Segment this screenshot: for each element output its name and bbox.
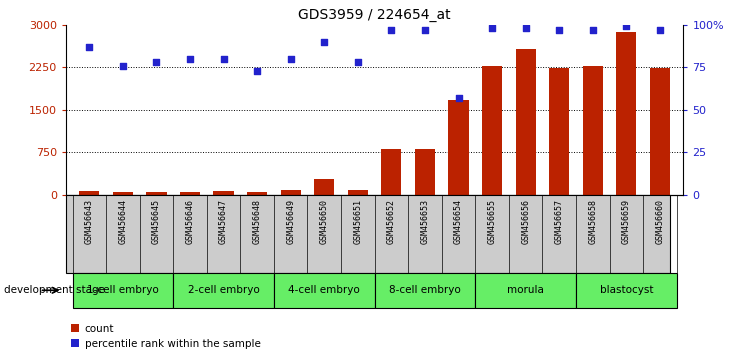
Text: GSM456650: GSM456650 bbox=[319, 199, 329, 244]
Bar bbox=[274, 273, 375, 308]
Point bbox=[251, 68, 263, 74]
Point bbox=[218, 56, 230, 62]
Title: GDS3959 / 224654_at: GDS3959 / 224654_at bbox=[298, 8, 451, 22]
Point bbox=[419, 27, 431, 33]
Point bbox=[83, 44, 95, 50]
Text: GSM456653: GSM456653 bbox=[420, 199, 430, 244]
Text: GSM456647: GSM456647 bbox=[219, 199, 228, 244]
Bar bbox=[79, 191, 99, 195]
Point bbox=[520, 25, 531, 31]
Bar bbox=[180, 192, 200, 195]
Text: GSM456649: GSM456649 bbox=[287, 199, 295, 244]
Text: GSM456646: GSM456646 bbox=[186, 199, 194, 244]
Text: 8-cell embryo: 8-cell embryo bbox=[389, 285, 461, 295]
Text: GSM456658: GSM456658 bbox=[588, 199, 597, 244]
Point bbox=[285, 56, 297, 62]
Point bbox=[184, 56, 196, 62]
Text: GSM456651: GSM456651 bbox=[353, 199, 363, 244]
Point bbox=[117, 63, 129, 68]
Point bbox=[452, 95, 464, 101]
Bar bbox=[314, 179, 334, 195]
Bar bbox=[382, 149, 401, 195]
Bar bbox=[449, 99, 469, 195]
Text: morula: morula bbox=[507, 285, 544, 295]
Text: GSM456655: GSM456655 bbox=[488, 199, 496, 244]
Bar bbox=[583, 65, 603, 195]
Bar bbox=[281, 190, 300, 195]
Point bbox=[587, 27, 599, 33]
Bar bbox=[173, 273, 274, 308]
Bar bbox=[482, 65, 502, 195]
Bar bbox=[549, 68, 569, 195]
Bar bbox=[650, 68, 670, 195]
Legend: count, percentile rank within the sample: count, percentile rank within the sample bbox=[71, 324, 260, 349]
Text: GSM456657: GSM456657 bbox=[555, 199, 564, 244]
Text: GSM456643: GSM456643 bbox=[85, 199, 94, 244]
Bar bbox=[113, 192, 133, 195]
Text: blastocyst: blastocyst bbox=[599, 285, 654, 295]
Bar bbox=[415, 149, 435, 195]
Text: GSM456659: GSM456659 bbox=[622, 199, 631, 244]
Point bbox=[621, 24, 632, 29]
Point bbox=[352, 59, 364, 65]
Point bbox=[486, 25, 498, 31]
Bar bbox=[515, 48, 536, 195]
Point bbox=[654, 27, 666, 33]
Point bbox=[151, 59, 162, 65]
Text: GSM456660: GSM456660 bbox=[656, 199, 664, 244]
Text: 1-cell embryo: 1-cell embryo bbox=[87, 285, 159, 295]
Text: GSM456652: GSM456652 bbox=[387, 199, 396, 244]
Text: GSM456656: GSM456656 bbox=[521, 199, 530, 244]
Bar bbox=[375, 273, 475, 308]
Text: GSM456644: GSM456644 bbox=[118, 199, 127, 244]
Bar bbox=[616, 32, 637, 195]
Bar bbox=[576, 273, 677, 308]
Bar bbox=[348, 190, 368, 195]
Text: GSM456645: GSM456645 bbox=[152, 199, 161, 244]
Text: 4-cell embryo: 4-cell embryo bbox=[289, 285, 360, 295]
Text: 2-cell embryo: 2-cell embryo bbox=[188, 285, 260, 295]
Bar bbox=[247, 192, 268, 195]
Point bbox=[319, 39, 330, 45]
Text: development stage: development stage bbox=[4, 285, 105, 295]
Point bbox=[553, 27, 565, 33]
Point bbox=[385, 27, 397, 33]
Text: GSM456654: GSM456654 bbox=[454, 199, 463, 244]
Bar bbox=[72, 273, 173, 308]
Text: GSM456648: GSM456648 bbox=[253, 199, 262, 244]
Bar bbox=[213, 191, 234, 195]
Bar bbox=[475, 273, 576, 308]
Bar bbox=[146, 192, 167, 195]
